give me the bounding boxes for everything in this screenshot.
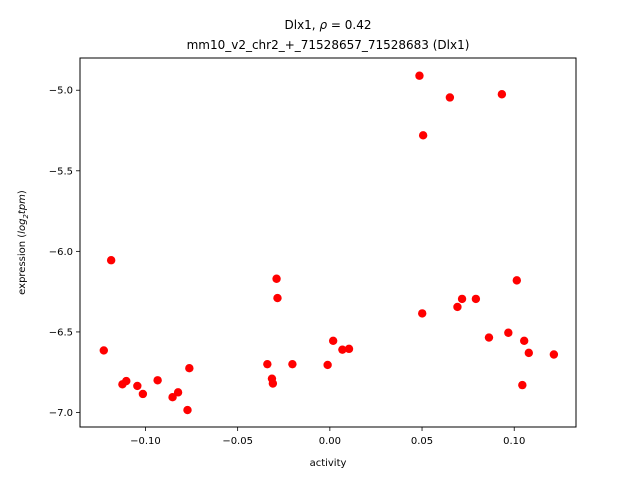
data-point [328, 336, 338, 345]
y-tick-label: −5.0 [49, 86, 73, 97]
data-point [418, 309, 427, 318]
x-tick-label: −0.10 [130, 436, 161, 447]
y-axis-label-suffix: ) [17, 190, 28, 194]
y-axis-label-log: log [17, 219, 28, 234]
x-axis-label: activity [310, 458, 347, 469]
y-tick-label: −5.5 [49, 166, 73, 177]
data-point [288, 359, 297, 369]
data-point [471, 294, 481, 304]
y-tick-label: −6.5 [49, 327, 73, 338]
x-tick-label: 0.05 [411, 436, 433, 447]
data-point [133, 381, 142, 391]
data-point [99, 346, 108, 355]
chart-title-rho-symbol: ρ [319, 18, 327, 32]
data-point [272, 274, 281, 283]
x-axis-ticks: −0.10 −0.05 0.00 0.05 0.10 [130, 427, 525, 447]
data-point [185, 363, 194, 373]
data-point [263, 359, 272, 369]
data-point [497, 90, 507, 99]
data-point [273, 293, 282, 303]
y-axis-label-prefix: expression ( [17, 234, 28, 295]
data-point [183, 405, 192, 415]
data-point [445, 93, 455, 102]
y-axis-label-tpm: tpm [17, 194, 28, 214]
data-point [415, 71, 424, 80]
data-point [512, 276, 522, 285]
chart-title-line2: mm10_v2_chr2_+_71528657_71528683 (Dlx1) [187, 38, 470, 52]
data-point [519, 336, 529, 345]
data-point [418, 131, 428, 140]
data-point [122, 376, 131, 386]
data-points [99, 71, 559, 415]
data-point [484, 333, 494, 342]
chart-title-gene: Dlx1, [285, 18, 320, 32]
data-point [344, 344, 354, 354]
data-point [457, 294, 467, 304]
data-point [153, 376, 162, 385]
data-point [173, 388, 183, 397]
y-tick-label: −6.0 [49, 247, 73, 258]
data-point [268, 379, 278, 388]
data-point [518, 380, 527, 390]
data-point [106, 256, 116, 265]
x-tick-label: −0.05 [222, 436, 253, 447]
data-point [168, 392, 177, 402]
data-point [504, 328, 513, 337]
y-axis-label: expression (log2tpm) [17, 190, 30, 295]
y-axis-ticks: −7.0 −6.5 −6.0 −5.5 −5.0 [49, 86, 80, 419]
data-point [524, 348, 533, 358]
data-point [453, 302, 462, 312]
y-axis-label-subscript: 2 [22, 214, 30, 219]
chart-title-rho-value: = 0.42 [327, 18, 371, 32]
y-tick-label: −7.0 [49, 408, 73, 419]
x-tick-label: 0.10 [503, 436, 525, 447]
axes-frame [79, 57, 577, 428]
plot-area [79, 57, 577, 428]
x-tick-label: 0.00 [319, 436, 341, 447]
data-point [338, 345, 347, 354]
data-point [549, 350, 559, 359]
chart-title-line1: Dlx1, ρ = 0.42 [285, 18, 372, 32]
data-point [323, 360, 332, 370]
data-point [138, 389, 148, 399]
